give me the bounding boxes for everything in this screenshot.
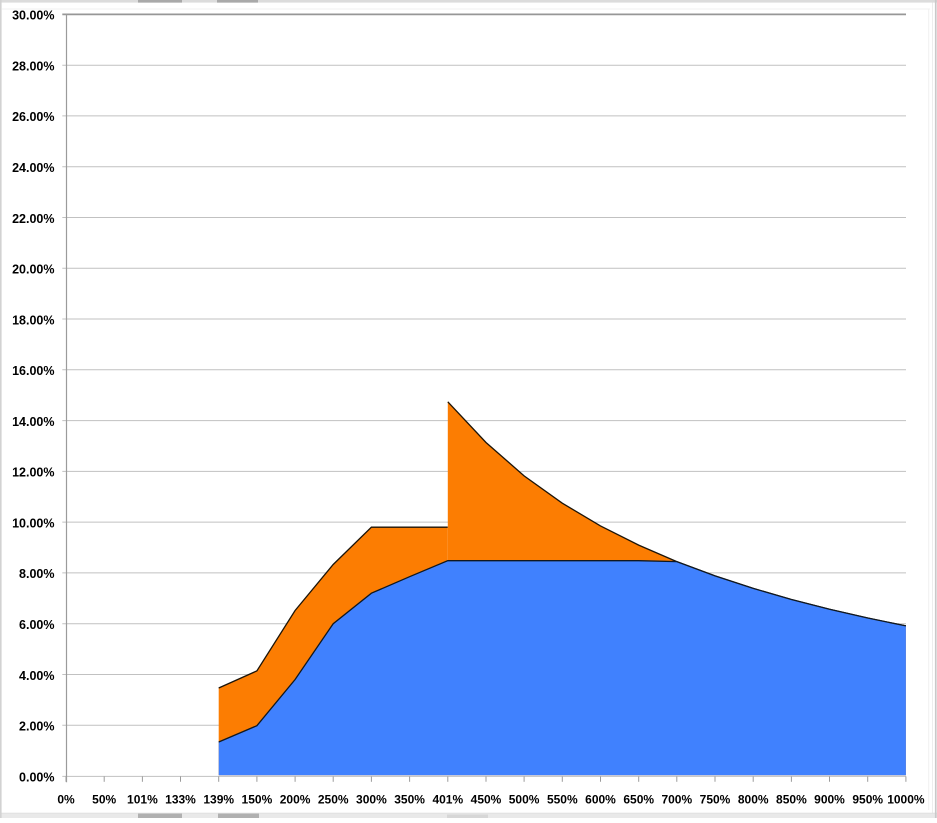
svg-text:16.00%: 16.00% [12,364,54,378]
svg-text:800%: 800% [738,792,769,806]
svg-text:401%: 401% [432,792,463,806]
svg-text:300%: 300% [356,792,387,806]
svg-text:700%: 700% [661,792,692,806]
svg-text:850%: 850% [776,792,807,806]
svg-text:0%: 0% [57,792,75,806]
svg-text:950%: 950% [852,792,883,806]
svg-text:1000%: 1000% [887,792,925,806]
svg-text:50%: 50% [92,792,116,806]
svg-text:900%: 900% [814,792,845,806]
svg-text:0.00%: 0.00% [19,770,54,784]
svg-text:26.00%: 26.00% [12,110,54,124]
svg-text:8.00%: 8.00% [19,567,54,581]
svg-text:133%: 133% [165,792,196,806]
svg-text:750%: 750% [700,792,731,806]
svg-text:4.00%: 4.00% [19,669,54,683]
svg-text:14.00%: 14.00% [12,415,54,429]
svg-text:24.00%: 24.00% [12,161,54,175]
svg-text:101%: 101% [127,792,158,806]
svg-text:2.00%: 2.00% [19,720,54,734]
svg-text:12.00%: 12.00% [12,466,54,480]
svg-text:20.00%: 20.00% [12,263,54,277]
svg-text:250%: 250% [318,792,349,806]
svg-text:550%: 550% [547,792,578,806]
svg-text:500%: 500% [509,792,540,806]
svg-text:650%: 650% [623,792,654,806]
svg-text:30.00%: 30.00% [12,9,54,23]
svg-text:139%: 139% [203,792,234,806]
svg-text:6.00%: 6.00% [19,618,54,632]
svg-text:10.00%: 10.00% [12,516,54,530]
svg-text:22.00%: 22.00% [12,212,54,226]
svg-text:350%: 350% [394,792,425,806]
svg-text:150%: 150% [242,792,273,806]
svg-text:600%: 600% [585,792,616,806]
svg-text:28.00%: 28.00% [12,60,54,74]
svg-text:18.00%: 18.00% [12,313,54,327]
svg-text:450%: 450% [471,792,502,806]
svg-text:200%: 200% [280,792,311,806]
